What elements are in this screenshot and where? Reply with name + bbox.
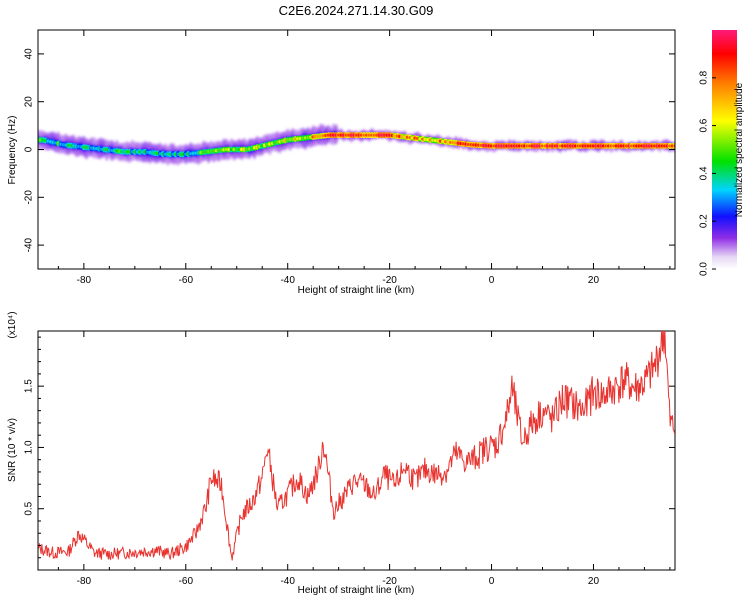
x-tick-label: -40 — [280, 275, 295, 286]
x-tick-label: -60 — [179, 576, 194, 587]
colorbar-tick-label: 0.0 — [699, 262, 710, 276]
x-tick-label: 0 — [489, 576, 495, 587]
colorbar-tick-label: 0.2 — [699, 214, 710, 228]
y-tick-label: 20 — [24, 96, 35, 108]
colorbar-label: Normalized spectral amplitude — [734, 82, 745, 217]
x-tick-label: -80 — [77, 576, 92, 587]
x-tick-label: -60 — [179, 275, 194, 286]
y-tick-label: 0 — [24, 146, 35, 152]
spectrogram-panel: -80 -60 -40 -20 0 20 -40 -20 0 20 40 Height of str… — [7, 29, 745, 296]
x-tick-label: -20 — [382, 275, 397, 286]
x-tick-label: -40 — [280, 576, 295, 587]
spectrogram-ylabel: Frequency (Hz) — [7, 116, 18, 185]
snr-panel: -80 -60 -40 -20 0 20 0.5 1.0 1.5 Height of strai… — [7, 311, 676, 596]
y-tick-label: 0.5 — [24, 501, 35, 515]
figure-title: C2E6.2024.271.14.30.G09 — [279, 3, 434, 18]
colorbar-tick-label: 0.8 — [699, 70, 710, 84]
spectral-ridge — [38, 123, 675, 166]
snr-series-line — [38, 331, 675, 561]
colorbar: 0.0 0.2 0.4 0.6 0.8 Normalized spectral ampl… — [699, 30, 745, 276]
x-tick-label: -20 — [382, 576, 397, 587]
spectrogram-xlabel: Height of straight line (km) — [298, 285, 415, 296]
colorbar-gradient — [712, 30, 737, 269]
y-tick-label: 1.0 — [24, 440, 35, 454]
x-tick-label: 20 — [588, 576, 600, 587]
y-tick-label: 1.5 — [24, 379, 35, 393]
y-tick-label: -20 — [24, 190, 35, 205]
snr-scale-label: (x10⁴) — [7, 311, 18, 338]
colorbar-tick-label: 0.6 — [699, 118, 710, 132]
snr-frame — [37, 330, 676, 571]
x-tick-label: 20 — [588, 275, 600, 286]
snr-xlabel: Height of straight line (km) — [298, 585, 415, 596]
colorbar-tick-label: 0.4 — [699, 166, 710, 180]
y-tick-label: -40 — [24, 237, 35, 252]
snr-ylabel: SNR (10 * v/v) — [7, 418, 18, 482]
x-tick-label: -80 — [77, 275, 92, 286]
x-tick-label: 0 — [489, 275, 495, 286]
y-tick-label: 40 — [24, 48, 35, 60]
